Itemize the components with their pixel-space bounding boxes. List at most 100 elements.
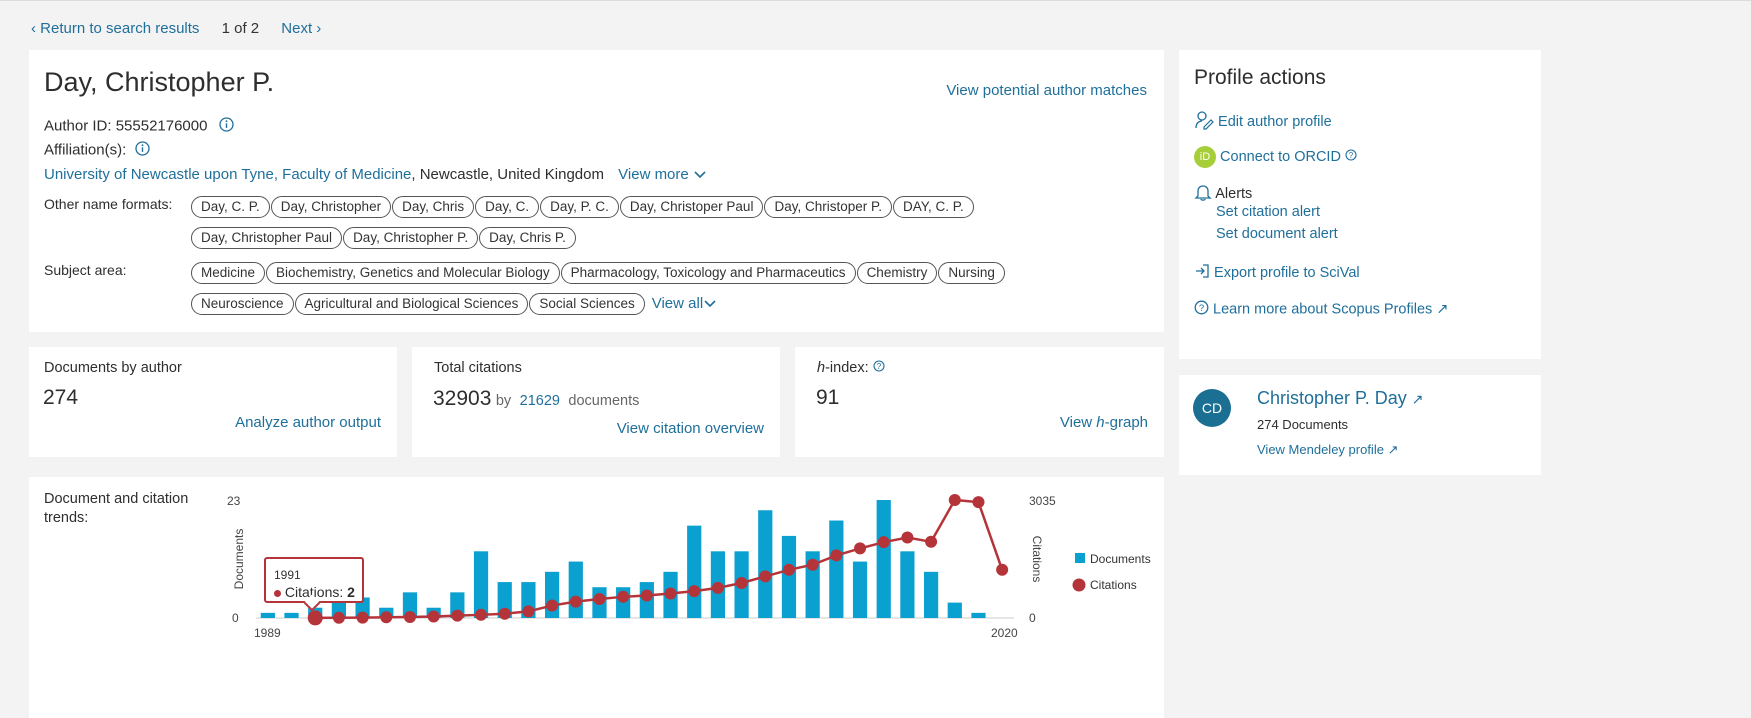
svg-text:?: ? [876,362,881,371]
subject-tag: Chemistry [856,262,938,284]
x-tick-label: 1989 [254,626,281,640]
trends-card: Document and citation trends: 23 0 3035 0 19… [29,477,1164,718]
documents-bar [829,520,844,618]
trends-chart: 23 0 3035 0 1989 2020 Documents Citations Docume… [227,494,1151,640]
citations-point [901,531,914,544]
external-link-icon: ↗ [1411,391,1424,407]
citations-point [522,605,535,618]
subject-tag: Nursing [938,262,1005,284]
tooltip-value-row: Citations: 2 [274,584,355,600]
name-format-tag: Day, Christoper Paul [619,196,764,218]
y-left-tick-label: 23 [227,494,241,508]
other-names-list: Day, C. P. Day, Christopher Day, Chris Day,… [191,196,1091,258]
citations-point [948,494,961,506]
set-document-alert-link[interactable]: Set document alert [1216,226,1338,242]
analyze-author-output-link[interactable]: Analyze author output [235,414,381,431]
learn-more-link[interactable]: ? Learn more about Scopus Profiles ↗ [1194,300,1448,319]
citations-dot-icon [274,589,281,597]
svg-text:?: ? [1199,303,1204,314]
chevron-left-icon: ‹ [31,20,41,37]
citations-point [451,609,464,622]
subject-tag: Biochemistry, Genetics and Molecular Bio… [266,262,560,284]
legend-documents-label: Documents [1090,552,1151,566]
citations-point [925,535,938,548]
legend-citations-swatch [1072,578,1086,592]
external-link-icon: ↗ [1387,442,1399,457]
name-format-tag: Day, P. C. [540,196,619,218]
citing-documents-link[interactable]: 21629 [519,393,560,409]
set-citation-alert-link[interactable]: Set citation alert [1216,204,1320,220]
citations-point [782,563,795,576]
view-citation-overview-link[interactable]: View citation overview [616,420,764,437]
chevron-down-icon [693,167,707,184]
info-icon[interactable] [135,141,151,160]
citations-point [403,611,416,624]
y-right-tick-label: 0 [1029,611,1036,625]
subject-tag: Social Sciences [529,293,645,315]
documents-bar [284,612,299,618]
documents-bar [568,561,583,618]
documents-bar [402,592,418,618]
connect-orcid-link[interactable]: iD Connect to ORCID ? [1194,146,1357,168]
citations-point [498,607,511,620]
orcid-icon: iD [1194,146,1216,168]
citations-point [735,577,748,590]
affiliation-label-row: Affiliation(s): [44,141,151,160]
documents-bar [923,571,939,618]
alerts-header: Alerts [1194,183,1252,205]
edit-author-profile-link[interactable]: Edit author profile [1194,110,1332,134]
svg-text:?: ? [1349,151,1354,160]
info-icon[interactable] [218,117,234,136]
breadcrumb-nav: ‹ Return to search results 1 of 2 Next › [31,20,321,37]
citations-point [332,611,345,624]
edit-profile-icon [1194,110,1214,134]
name-format-tag: Day, Chris P. [479,227,576,249]
view-h-graph-link[interactable]: View h-graph [1059,414,1148,431]
citations-point [475,608,488,621]
mendeley-author-link[interactable]: Christopher P. Day ↗ [1257,388,1424,408]
citations-point [427,610,440,623]
citations-point [307,610,323,626]
citations-label: Total citations [434,360,522,376]
external-link-icon: ↗ [1436,301,1449,318]
subject-tag: Medicine [191,262,266,284]
view-more-link[interactable]: View more [618,166,707,183]
name-format-tag: Day, Christopher [270,196,392,218]
citations-point [996,563,1009,576]
view-mendeley-profile-link[interactable]: View Mendeley profile ↗ [1257,442,1399,457]
documents-bar [852,561,868,618]
subject-area-list: Medicine Biochemistry, Genetics and Molec… [191,262,1091,324]
trends-label: Document and citation trends: [44,491,189,526]
subject-tag: Neuroscience [191,293,294,315]
help-icon[interactable]: ? [873,360,885,376]
citations-card: Total citations 32903 by 21629 documents… [412,347,780,457]
view-all-subjects-link[interactable]: View all [652,295,717,312]
citations-by: by [495,393,512,409]
affiliation-link[interactable]: University of Newcastle upon Tyne, Facul… [44,166,412,183]
profile-actions-card: Profile actions Edit author profile iD C… [1179,50,1541,359]
affiliation-row: University of Newcastle upon Tyne, Facul… [44,166,707,184]
mendeley-docs-count: 274 Documents [1257,417,1349,432]
documents-bar [971,612,986,618]
citations-point [664,587,677,600]
documents-card: Documents by author 274 Analyze author o… [29,347,397,457]
export-scival-link[interactable]: Export profile to SciVal [1194,263,1360,283]
subject-tag: Agricultural and Biological Sciences [294,293,529,315]
name-format-tag: Day, Chris [392,196,475,218]
avatar: CD [1193,389,1231,427]
help-icon: ? [1194,300,1209,319]
documents-bar [900,551,915,618]
chevron-down-icon [703,296,717,313]
citations-documents-word: documents [568,393,640,409]
next-link[interactable]: Next › [281,20,322,37]
h-index-card: h-index: ? 91 View h-graph [795,347,1164,457]
view-potential-matches-link[interactable]: View potential author matches [946,82,1147,99]
author-id-row: Author ID: 55552176000 [44,117,234,136]
name-format-tag: Day, C. [475,196,540,218]
bell-icon [1194,183,1212,205]
citations-summary: 32903 by 21629 documents [433,387,639,411]
export-icon [1194,263,1210,283]
return-to-search-link[interactable]: ‹ Return to search results [31,20,200,37]
citations-point [854,542,867,555]
documents-bar [260,612,275,618]
